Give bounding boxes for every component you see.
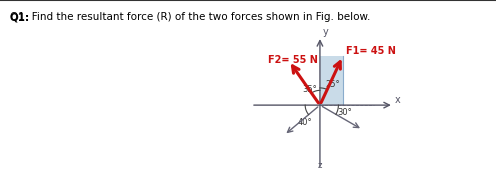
Text: F1= 45 N: F1= 45 N (346, 46, 396, 56)
Text: y: y (322, 27, 328, 37)
Text: z: z (318, 161, 322, 170)
Text: 40°: 40° (298, 118, 312, 127)
Text: 35°: 35° (302, 85, 317, 94)
Text: Q1:: Q1: (10, 12, 30, 22)
Text: 25°: 25° (325, 80, 340, 89)
Text: Q1: Find the resultant force (R) of the two forces shown in Fig. below.: Q1: Find the resultant force (R) of the … (10, 12, 371, 22)
Text: F2= 55 N: F2= 55 N (268, 55, 318, 65)
Text: 30°: 30° (338, 108, 352, 117)
Text: x: x (395, 95, 401, 105)
Polygon shape (320, 56, 343, 105)
